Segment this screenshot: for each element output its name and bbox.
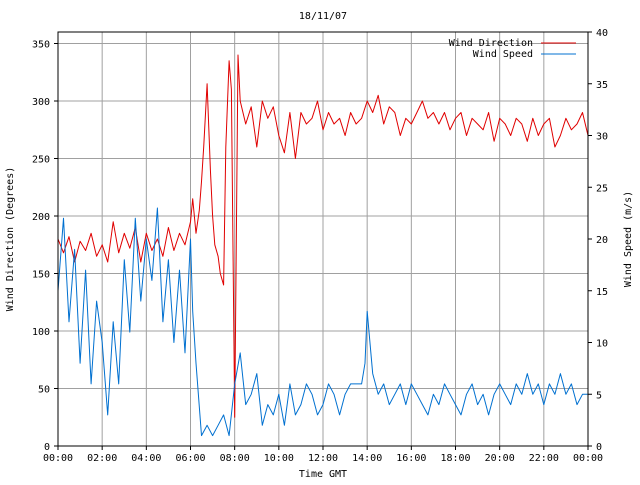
- legend-label-wind-speed: Wind Speed: [473, 49, 533, 60]
- y-right-tick-label: 25: [596, 183, 608, 194]
- y-left-tick-label: 350: [32, 40, 50, 51]
- x-tick-label: 12:00: [308, 453, 338, 464]
- chart-title: 18/11/07: [299, 11, 347, 22]
- x-tick-label: 10:00: [264, 453, 294, 464]
- x-tick-label: 14:00: [352, 453, 382, 464]
- x-tick-label: 20:00: [485, 453, 515, 464]
- x-tick-label: 08:00: [220, 453, 250, 464]
- y-right-tick-label: 20: [596, 235, 608, 246]
- grid: [58, 32, 588, 446]
- x-tick-label: 00:00: [43, 453, 73, 464]
- x-tick-label: 00:00: [573, 453, 603, 464]
- x-tick-label: 22:00: [529, 453, 559, 464]
- series-line-wind-speed: [57, 207, 588, 437]
- x-tick-label: 18:00: [440, 453, 470, 464]
- y-left-tick-label: 100: [32, 327, 50, 338]
- x-axis-label: Time GMT: [299, 469, 347, 480]
- ticks: 00:00 02:00 04:00 06:00 08:00 10:00 12:00 14:00…: [32, 28, 608, 464]
- legend-label-wind-direction: Wind Direction: [449, 38, 533, 49]
- series-layer: [57, 54, 589, 437]
- legend: Wind Direction Wind Speed: [449, 38, 576, 60]
- y-left-tick-label: 150: [32, 270, 50, 281]
- y-left-tick-label: 300: [32, 97, 50, 108]
- y-right-tick-label: 5: [596, 390, 602, 401]
- y-right-tick-label: 0: [596, 442, 602, 453]
- y-right-tick-label: 15: [596, 287, 608, 298]
- x-tick-label: 02:00: [87, 453, 117, 464]
- y-left-tick-label: 200: [32, 212, 50, 223]
- y-axis-left-label: Wind Direction (Degrees): [5, 167, 16, 312]
- y-right-tick-label: 30: [596, 132, 608, 143]
- y-left-tick-label: 50: [38, 385, 50, 396]
- y-left-tick-label: 0: [44, 442, 50, 453]
- x-tick-label: 06:00: [175, 453, 205, 464]
- y-right-tick-label: 35: [596, 80, 608, 91]
- y-left-tick-label: 250: [32, 155, 50, 166]
- y-right-tick-label: 10: [596, 339, 608, 350]
- x-tick-label: 16:00: [396, 453, 426, 464]
- y-right-tick-label: 40: [596, 28, 608, 39]
- y-axis-right-label: Wind Speed (m/s): [623, 191, 634, 287]
- x-tick-label: 04:00: [131, 453, 161, 464]
